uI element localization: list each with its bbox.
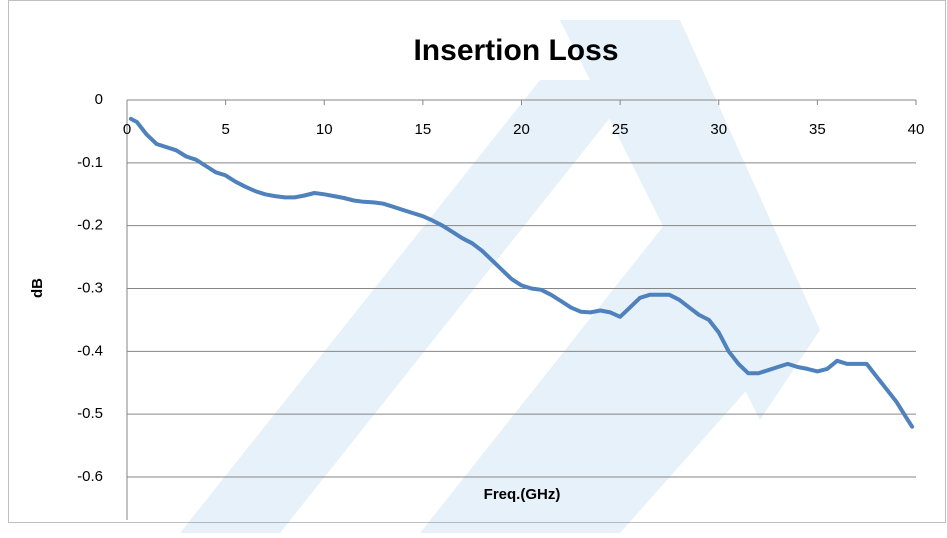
y-tick-label: -0.5 [77,405,103,422]
y-tick-label: -0.2 [77,217,103,234]
x-tick-label: 15 [415,121,432,138]
y-axis-label: dB [29,278,46,298]
x-tick-label: 25 [612,121,629,138]
y-tick-label: -0.1 [77,154,103,171]
y-tick-label: -0.3 [77,279,103,296]
y-tick-label: -0.6 [77,468,103,485]
chart: Insertion Loss Freq.(GHz) dB 0 -0.1 -0.2 -0… [0,0,947,533]
x-axis-label: Freq.(GHz) [484,486,561,503]
x-tick-label: 5 [221,121,229,138]
x-tick-label: 20 [513,121,530,138]
x-tick-label: 40 [908,121,925,138]
x-tick-label: 10 [316,121,333,138]
y-tick-label: 0 [95,91,103,108]
y-tick-label: -0.4 [77,342,103,359]
x-tick-label: 35 [809,121,826,138]
x-tick-label: 0 [123,121,131,138]
x-tick-label: 30 [710,121,727,138]
chart-title: Insertion Loss [413,34,618,67]
